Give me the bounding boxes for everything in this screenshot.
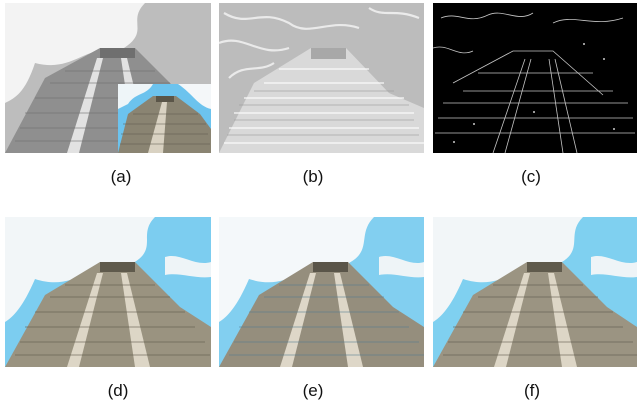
- panel-d-image: [5, 217, 211, 367]
- panel-f-image: [433, 217, 637, 367]
- panel-e-image: [219, 217, 424, 367]
- panel-a-image: [5, 3, 211, 153]
- caption-d: (d): [107, 381, 129, 400]
- caption-f: (f): [523, 381, 541, 400]
- caption-c: (c): [521, 167, 541, 186]
- caption-b: (b): [302, 167, 324, 186]
- caption-e: (e): [302, 381, 324, 400]
- panel-b-image: [219, 3, 424, 153]
- panel-c-image: [433, 3, 637, 153]
- caption-a: (a): [110, 167, 132, 186]
- inset-color-image: [118, 84, 211, 153]
